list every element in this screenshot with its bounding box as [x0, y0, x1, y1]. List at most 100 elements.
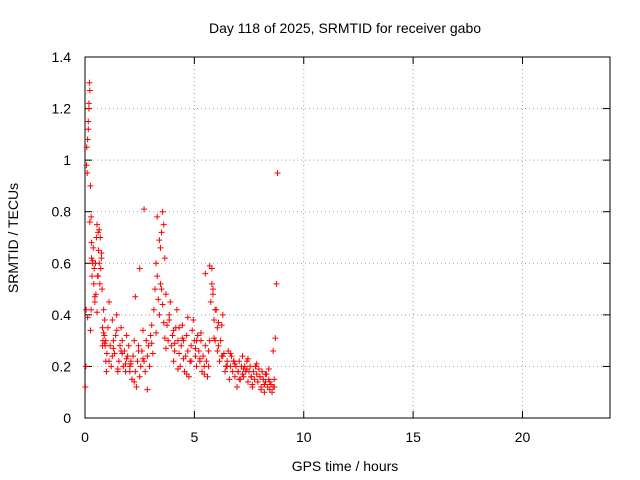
data-point — [224, 358, 231, 365]
data-point — [132, 293, 139, 300]
data-point — [133, 384, 140, 391]
data-point — [271, 384, 278, 391]
data-point — [167, 298, 174, 305]
data-point — [236, 376, 243, 383]
data-point — [148, 322, 155, 329]
data-point — [104, 324, 111, 331]
data-point — [180, 337, 187, 344]
data-point — [94, 221, 101, 228]
data-point — [84, 314, 91, 321]
data-point — [86, 79, 93, 86]
data-point — [153, 329, 160, 336]
data-point — [206, 262, 213, 269]
data-point — [222, 368, 228, 375]
data-point — [114, 366, 121, 373]
data-point — [236, 358, 243, 365]
data-point — [139, 327, 146, 334]
data-point — [85, 126, 92, 133]
data-point — [171, 347, 178, 354]
data-point — [174, 366, 181, 373]
data-point — [217, 337, 224, 344]
data-point — [107, 342, 114, 349]
data-point — [162, 291, 169, 298]
data-point — [126, 363, 133, 370]
y-tick-label: 0.8 — [52, 204, 72, 220]
data-point — [135, 347, 142, 354]
data-point — [131, 337, 138, 344]
data-point — [109, 353, 116, 360]
data-point — [99, 324, 106, 331]
data-point — [218, 322, 225, 329]
data-point — [230, 358, 237, 365]
data-point — [101, 332, 108, 339]
data-point — [214, 324, 221, 331]
data-point — [184, 347, 191, 354]
data-point — [207, 298, 214, 305]
data-point — [209, 291, 216, 298]
data-point — [90, 280, 97, 287]
data-point — [88, 255, 95, 262]
data-point — [272, 335, 279, 342]
data-point — [259, 368, 266, 375]
data-point — [97, 234, 104, 241]
data-point — [84, 170, 91, 177]
data-point — [131, 378, 138, 385]
data-point — [253, 360, 260, 367]
data-point — [154, 213, 161, 220]
data-points — [82, 79, 281, 396]
data-point — [88, 306, 95, 313]
data-point — [118, 347, 125, 354]
data-point — [156, 311, 163, 318]
data-point — [183, 332, 190, 339]
data-point — [195, 347, 202, 354]
data-point — [239, 371, 246, 378]
data-point — [110, 345, 117, 352]
plot-border — [84, 56, 611, 419]
data-point — [240, 373, 247, 380]
data-point — [176, 324, 183, 331]
data-point — [204, 373, 211, 380]
data-point — [258, 386, 265, 393]
data-point — [141, 358, 148, 365]
data-point — [215, 342, 222, 349]
data-point — [112, 332, 119, 339]
x-tick-label: 5 — [190, 429, 198, 445]
data-point — [170, 327, 177, 334]
data-point — [229, 368, 236, 375]
data-point — [157, 244, 164, 251]
data-point — [250, 368, 257, 375]
data-point — [86, 87, 93, 94]
data-point — [160, 221, 167, 228]
data-point — [248, 373, 255, 380]
data-point — [253, 371, 260, 378]
data-point — [134, 358, 141, 365]
data-point — [212, 306, 219, 313]
data-point — [196, 355, 203, 362]
y-tick-label: 1.4 — [52, 49, 72, 65]
data-point — [88, 239, 95, 246]
data-point — [83, 162, 90, 169]
data-point — [178, 342, 185, 349]
data-point — [271, 376, 278, 383]
data-point — [96, 280, 103, 287]
data-point — [176, 350, 183, 357]
data-point — [101, 340, 108, 347]
data-point — [194, 332, 201, 339]
data-point — [218, 353, 225, 360]
data-point — [89, 257, 96, 264]
data-point — [89, 273, 95, 280]
data-point — [190, 317, 197, 324]
data-point — [273, 280, 280, 287]
data-point — [148, 340, 155, 347]
data-point — [266, 378, 273, 385]
data-point — [252, 363, 259, 370]
data-point — [94, 309, 101, 316]
data-point — [247, 363, 254, 370]
data-point — [122, 360, 129, 367]
data-point — [206, 337, 213, 344]
data-point — [184, 314, 191, 321]
data-point — [239, 353, 246, 360]
data-point — [96, 260, 103, 267]
data-point — [132, 368, 139, 375]
